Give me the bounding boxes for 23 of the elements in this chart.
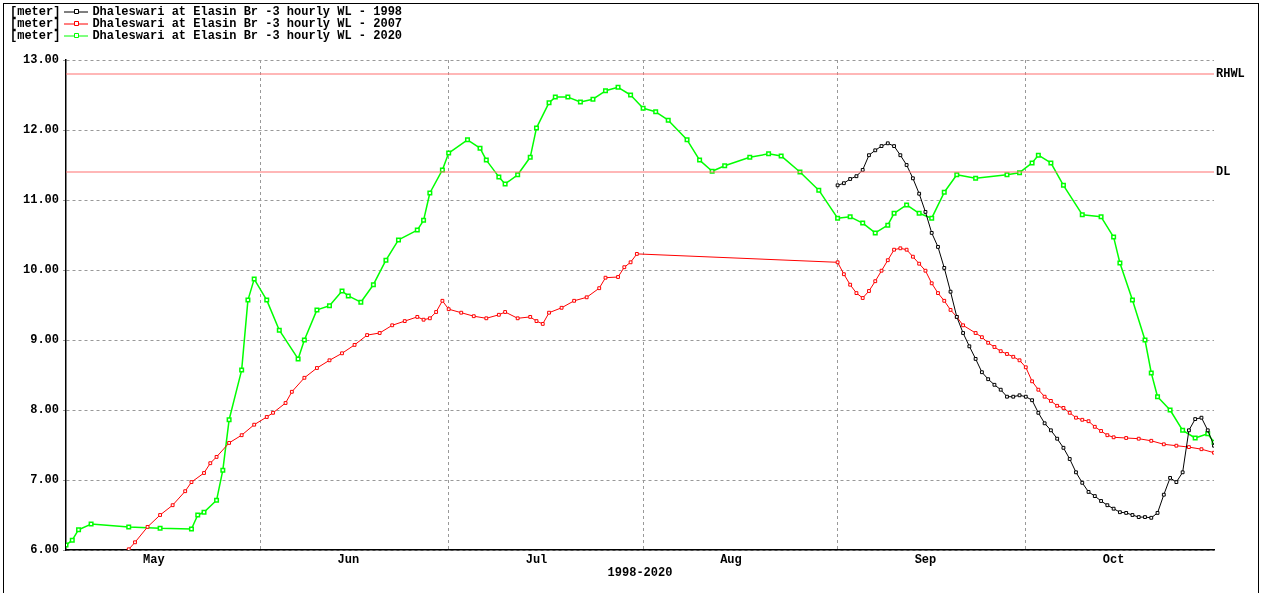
- x-tick-label: Jun: [337, 553, 360, 568]
- text: [meter]: [10, 5, 61, 19]
- legend-label: Dhaleswari at Elasin Br -3 hourly WL - 2007: [92, 17, 403, 31]
- x-tick-label: Sep: [914, 553, 937, 568]
- y-tick-label: 8.00: [30, 403, 59, 418]
- x-tick-label: Oct: [1102, 553, 1125, 568]
- y-axis-title: [meter]: [10, 29, 61, 43]
- x-tick-label: Aug: [720, 553, 742, 568]
- x-axis-title: 1998-2020: [606, 566, 674, 580]
- y-tick-label: 9.00: [30, 333, 59, 348]
- text: [meter]: [10, 17, 61, 31]
- y-tick-label: 11.00: [22, 193, 59, 208]
- y-tick-label: 13.00: [22, 53, 59, 68]
- x-tick-label: May: [143, 553, 165, 568]
- ref-line-label: DL: [1216, 165, 1231, 180]
- legend-label: Dhaleswari at Elasin Br -3 hourly WL - 2020: [92, 29, 403, 43]
- y-tick-label: 12.00: [22, 123, 59, 138]
- y-tick-label: 10.00: [22, 263, 59, 278]
- x-tick-label: Jul: [525, 553, 548, 568]
- legend-label: Dhaleswari at Elasin Br -3 hourly WL - 1998: [92, 5, 403, 19]
- y-tick-label: 6.00: [30, 543, 59, 558]
- ref-line-label: RHWL: [1216, 67, 1245, 82]
- y-tick-label: 7.00: [30, 473, 59, 488]
